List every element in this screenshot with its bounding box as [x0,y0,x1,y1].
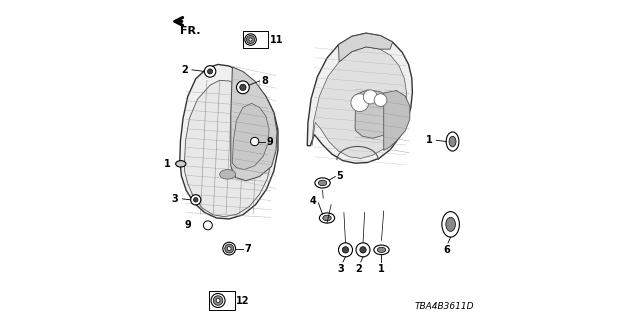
Ellipse shape [446,132,459,151]
Ellipse shape [318,180,327,186]
Text: FR.: FR. [180,26,200,36]
Ellipse shape [319,213,335,223]
Ellipse shape [378,247,386,252]
Circle shape [249,38,252,41]
Polygon shape [307,33,412,163]
Ellipse shape [323,215,332,221]
Circle shape [356,243,370,257]
Circle shape [216,299,220,302]
Circle shape [191,195,201,205]
Circle shape [240,84,246,91]
Circle shape [339,243,353,257]
Ellipse shape [442,212,460,237]
Polygon shape [232,103,269,170]
Text: 5: 5 [337,171,343,181]
Polygon shape [355,90,397,138]
Text: 2: 2 [355,264,362,274]
Ellipse shape [175,161,186,167]
Circle shape [237,81,249,94]
Circle shape [227,247,231,251]
Circle shape [193,197,198,202]
Text: TBA4B3611D: TBA4B3611D [415,302,474,311]
Ellipse shape [220,170,236,179]
Circle shape [351,94,369,112]
Polygon shape [384,91,410,150]
Circle shape [342,247,349,253]
Text: 11: 11 [270,35,284,44]
Text: 4: 4 [310,196,317,206]
Circle shape [360,247,366,253]
Text: 1: 1 [378,264,385,274]
Bar [243,31,268,48]
Bar [209,291,235,310]
Text: 1: 1 [164,159,171,169]
Circle shape [364,90,378,104]
Text: 2: 2 [181,65,188,75]
Circle shape [207,69,212,74]
Text: 1: 1 [426,135,433,145]
Polygon shape [180,64,278,219]
Circle shape [223,242,236,255]
Text: 7: 7 [244,244,251,253]
Polygon shape [339,33,393,62]
Circle shape [225,244,234,253]
Text: 6: 6 [444,245,450,255]
Circle shape [245,34,256,45]
Circle shape [213,296,223,305]
Ellipse shape [446,217,456,231]
Ellipse shape [315,178,330,188]
Text: 3: 3 [338,264,344,274]
Text: 8: 8 [261,76,268,86]
Ellipse shape [449,136,456,147]
Polygon shape [312,47,406,158]
Text: 9: 9 [184,220,191,230]
Polygon shape [231,67,277,181]
Polygon shape [184,80,271,217]
Ellipse shape [374,245,389,255]
Circle shape [250,137,259,146]
Circle shape [204,221,212,230]
Circle shape [374,94,387,107]
Circle shape [204,66,216,77]
Circle shape [211,293,225,308]
Text: 9: 9 [266,137,273,147]
Circle shape [246,36,255,44]
Text: 3: 3 [172,194,178,204]
Text: 12: 12 [236,295,250,306]
